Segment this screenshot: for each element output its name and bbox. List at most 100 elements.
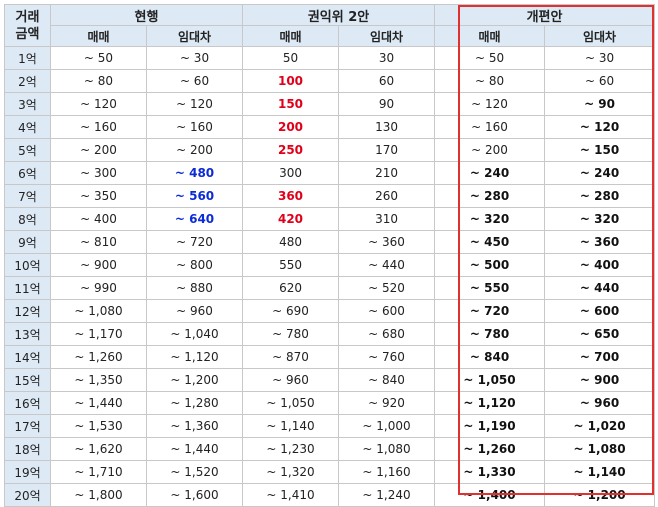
current-rent-cell: ~ 60	[145, 69, 244, 93]
acrc-rent-cell: ~ 520	[338, 276, 436, 300]
reform-sale-cell: ~ 1,400	[434, 483, 546, 507]
acrc-rent-cell: 260	[338, 184, 436, 208]
reform-sale-cell: ~ 160	[434, 115, 546, 139]
table-row: 19억 ~ 1,710 ~ 1,520 ~ 1,320 ~ 1,160 ~ 1,330 ~ …	[4, 460, 656, 484]
acrc-sale-cell: 100	[242, 69, 340, 93]
row-header-line2: 금액	[15, 26, 40, 42]
reform-rent-cell: ~ 120	[544, 115, 656, 139]
table-row: 9억 ~ 810 ~ 720 480 ~ 360 ~ 450 ~ 360	[4, 230, 656, 254]
reform-rent-cell: ~ 30	[544, 46, 656, 70]
reform-rent-cell: ~ 280	[544, 184, 656, 208]
reform-sale-cell: ~ 50	[434, 46, 546, 70]
current-sale-cell: ~ 400	[50, 207, 147, 231]
current-sale-cell: ~ 1,350	[50, 368, 147, 392]
current-sale-cell: ~ 1,620	[50, 437, 147, 461]
acrc-rent-cell: 170	[338, 138, 436, 162]
acrc-rent-cell: 90	[338, 92, 436, 116]
reform-rent-cell: ~ 90	[544, 92, 656, 116]
reform-sale-cell: ~ 720	[434, 299, 546, 323]
reform-sale-cell: ~ 80	[434, 69, 546, 93]
current-sale-cell: ~ 350	[50, 184, 147, 208]
reform-sale-cell: ~ 1,260	[434, 437, 546, 461]
sub-header-current-rent: 임대차	[145, 25, 244, 47]
acrc-sale-cell: 250	[242, 138, 340, 162]
table-row: 17억 ~ 1,530 ~ 1,360 ~ 1,140 ~ 1,000 ~ 1,190 ~ …	[4, 414, 656, 438]
reform-rent-cell: ~ 240	[544, 161, 656, 185]
amount-cell: 2억	[4, 69, 51, 93]
sub-header-acrc-rent: 임대차	[338, 25, 436, 47]
current-rent-cell: ~ 1,360	[145, 414, 244, 438]
acrc-rent-cell: ~ 360	[338, 230, 436, 254]
amount-cell: 9억	[4, 230, 51, 254]
reform-sale-cell: ~ 240	[434, 161, 546, 185]
current-sale-cell: ~ 1,080	[50, 299, 147, 323]
table-row: 20억 ~ 1,800 ~ 1,600 ~ 1,410 ~ 1,240 ~ 1,400 ~ …	[4, 483, 656, 507]
acrc-rent-cell: ~ 680	[338, 322, 436, 346]
amount-cell: 20억	[4, 483, 51, 507]
acrc-rent-cell: 60	[338, 69, 436, 93]
current-sale-cell: ~ 1,530	[50, 414, 147, 438]
current-sale-cell: ~ 1,260	[50, 345, 147, 369]
table-row: 3억 ~ 120 ~ 120 150 90 ~ 120 ~ 90	[4, 92, 656, 116]
table-row: 5억 ~ 200 ~ 200 250 170 ~ 200 ~ 150	[4, 138, 656, 162]
current-rent-cell: ~ 1,600	[145, 483, 244, 507]
current-rent-cell: ~ 720	[145, 230, 244, 254]
current-sale-cell: ~ 80	[50, 69, 147, 93]
acrc-rent-cell: ~ 920	[338, 391, 436, 415]
current-sale-cell: ~ 120	[50, 92, 147, 116]
reform-rent-cell: ~ 60	[544, 69, 656, 93]
reform-rent-cell: ~ 600	[544, 299, 656, 323]
current-sale-cell: ~ 990	[50, 276, 147, 300]
amount-cell: 19억	[4, 460, 51, 484]
group-header-acrc: 권익위 2안	[242, 4, 436, 26]
current-rent-cell: ~ 960	[145, 299, 244, 323]
table-row: 15억 ~ 1,350 ~ 1,200 ~ 960 ~ 840 ~ 1,050 ~ 900	[4, 368, 656, 392]
table-row: 4억 ~ 160 ~ 160 200 130 ~ 160 ~ 120	[4, 115, 656, 139]
current-rent-cell: ~ 880	[145, 276, 244, 300]
table-body: 1억 ~ 50 ~ 30 50 30 ~ 50 ~ 30 2억 ~ 80 ~ 60 100 60 ~ 8…	[4, 46, 656, 507]
table-row: 13억 ~ 1,170 ~ 1,040 ~ 780 ~ 680 ~ 780 ~ 650	[4, 322, 656, 346]
row-header-cell: 거래 금액	[4, 4, 51, 47]
acrc-sale-cell: ~ 1,050	[242, 391, 340, 415]
reform-rent-cell: ~ 1,020	[544, 414, 656, 438]
reform-sale-cell: ~ 320	[434, 207, 546, 231]
reform-rent-cell: ~ 1,080	[544, 437, 656, 461]
acrc-rent-cell: ~ 600	[338, 299, 436, 323]
amount-cell: 7억	[4, 184, 51, 208]
reform-sale-cell: ~ 280	[434, 184, 546, 208]
amount-cell: 12억	[4, 299, 51, 323]
table-row: 18억 ~ 1,620 ~ 1,440 ~ 1,230 ~ 1,080 ~ 1,260 ~ …	[4, 437, 656, 461]
reform-sale-cell: ~ 450	[434, 230, 546, 254]
amount-cell: 13억	[4, 322, 51, 346]
acrc-rent-cell: ~ 1,080	[338, 437, 436, 461]
current-sale-cell: ~ 1,170	[50, 322, 147, 346]
acrc-sale-cell: 300	[242, 161, 340, 185]
acrc-sale-cell: ~ 1,140	[242, 414, 340, 438]
group-header-reform: 개편안	[434, 4, 656, 26]
sub-header-current-sale: 매매	[50, 25, 147, 47]
reform-sale-cell: ~ 1,120	[434, 391, 546, 415]
acrc-sale-cell: 50	[242, 46, 340, 70]
reform-rent-cell: ~ 440	[544, 276, 656, 300]
reform-rent-cell: ~ 1,200	[544, 483, 656, 507]
acrc-sale-cell: ~ 960	[242, 368, 340, 392]
amount-cell: 14억	[4, 345, 51, 369]
current-rent-cell: ~ 1,120	[145, 345, 244, 369]
sub-header-reform-rent: 임대차	[544, 25, 656, 47]
reform-rent-cell: ~ 320	[544, 207, 656, 231]
current-rent-cell: ~ 1,040	[145, 322, 244, 346]
acrc-sale-cell: 150	[242, 92, 340, 116]
reform-sale-cell: ~ 120	[434, 92, 546, 116]
amount-cell: 10억	[4, 253, 51, 277]
reform-sale-cell: ~ 1,330	[434, 460, 546, 484]
table-row: 11억 ~ 990 ~ 880 620 ~ 520 ~ 550 ~ 440	[4, 276, 656, 300]
current-rent-cell: ~ 640	[145, 207, 244, 231]
table-row: 7억 ~ 350 ~ 560 360 260 ~ 280 ~ 280	[4, 184, 656, 208]
acrc-rent-cell: 310	[338, 207, 436, 231]
brokerage-fee-table: 거래 금액 현행 권익위 2안 개편안 매매 임대차 매매 임대차 매매 임대차…	[4, 4, 656, 507]
sub-header-reform-sale: 매매	[434, 25, 546, 47]
amount-cell: 5억	[4, 138, 51, 162]
acrc-sale-cell: ~ 870	[242, 345, 340, 369]
reform-rent-cell: ~ 360	[544, 230, 656, 254]
reform-rent-cell: ~ 960	[544, 391, 656, 415]
